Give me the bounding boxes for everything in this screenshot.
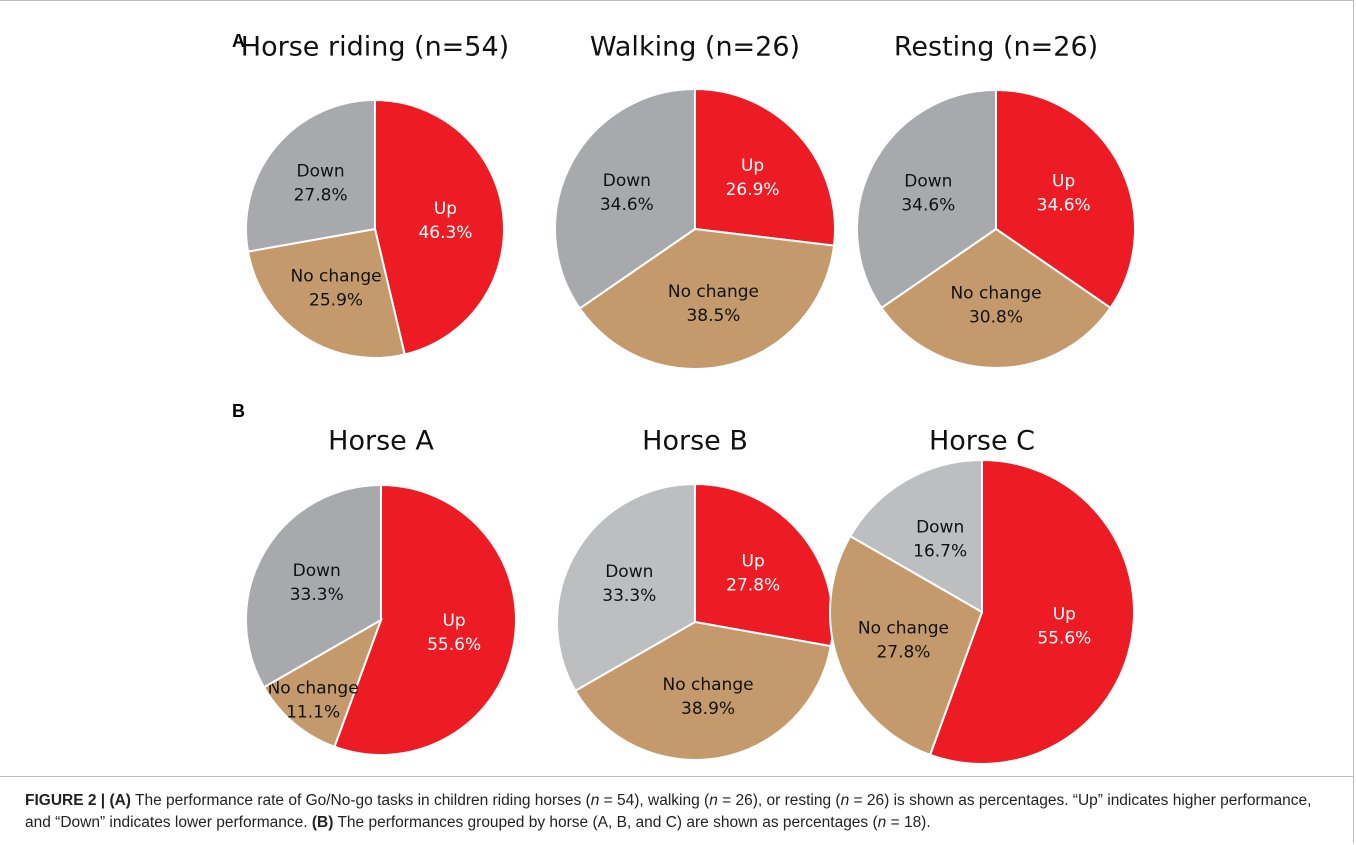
slice-category: Up (1053, 604, 1076, 624)
pie-slice (880, 227, 1112, 369)
pie-slice (694, 87, 836, 247)
pie-slice (995, 88, 1136, 310)
slice-category: Down (605, 562, 653, 582)
pie-slice (554, 87, 696, 310)
caption-text: n (840, 792, 850, 809)
caption-text: n (709, 792, 718, 809)
slice-category: Up (741, 156, 764, 176)
pie-slice (374, 98, 505, 356)
pie-slice (556, 482, 696, 693)
slice-category: No change (858, 619, 949, 639)
panel-label: B (232, 401, 245, 421)
slice-category: Up (1052, 171, 1075, 191)
slice-category: No change (290, 266, 381, 286)
slice-label: 25.9% (309, 290, 363, 310)
slice-category: No change (668, 282, 759, 302)
divider (0, 776, 1354, 777)
pie-slice (928, 458, 1135, 765)
slice-label: 26.9% (726, 180, 780, 200)
caption-text: = 54), walking ( (599, 792, 710, 809)
slice-category: Down (916, 518, 964, 538)
slice-label: 34.6% (600, 195, 654, 215)
slice-category: Up (742, 551, 765, 571)
slice-label: 38.5% (686, 306, 740, 326)
pie-slice (262, 617, 383, 749)
slice-label: 55.6% (427, 635, 481, 655)
caption-text: The performances grouped by horse (A, B,… (333, 814, 878, 831)
pie-slice (856, 88, 997, 310)
slice-label: 16.7% (913, 542, 967, 562)
caption-text: = 26), or resting ( (717, 792, 841, 809)
slice-label: 33.3% (290, 585, 344, 605)
slice-label: 46.3% (418, 223, 472, 243)
pie-slice (246, 227, 406, 359)
slice-label: 11.1% (286, 702, 340, 722)
chart-title: Resting (n=26) (894, 32, 1098, 63)
slice-category: Down (297, 161, 345, 181)
chart-title: Horse A (328, 426, 434, 457)
pie-slice (848, 458, 983, 614)
slice-category: Down (293, 561, 341, 581)
pie-slice (245, 483, 382, 689)
caption-text: n (877, 814, 887, 831)
caption-text: The performance rate of Go/No-go tasks i… (130, 792, 591, 809)
chart-title: Horse B (642, 426, 748, 457)
slice-category: No change (663, 675, 754, 695)
charts: A B Horse riding (n=54) Up 46.3% No change 25.… (232, 31, 1136, 765)
pie-slice (573, 620, 833, 762)
slice-label: 34.6% (901, 195, 955, 215)
slice-label: 27.8% (294, 185, 348, 205)
slice-category: Up (442, 611, 465, 631)
caption-text: FIGURE 2 | (25, 792, 110, 809)
pie-slice (245, 98, 376, 253)
chart-title: Horse riding (n=54) (241, 32, 509, 63)
slice-category: No change (268, 678, 359, 698)
caption: FIGURE 2 | (A) The performance rate of G… (25, 790, 1335, 834)
chart-title: Walking (n=26) (590, 32, 800, 63)
slice-label: 27.8% (876, 643, 930, 663)
slice-label: 55.6% (1037, 628, 1091, 648)
caption-text: = 26) is shown as percentages. “Up” indi… (25, 792, 1312, 831)
caption-text: (A) (109, 792, 131, 809)
slice-category: No change (950, 283, 1041, 303)
slice-label: 38.9% (681, 699, 735, 719)
pie-slice (333, 483, 517, 756)
slice-label: 33.3% (602, 586, 656, 606)
caption-text: (B) (311, 814, 334, 831)
slice-label: 34.6% (1037, 195, 1091, 215)
slice-category: Down (904, 171, 952, 191)
chart-title: Horse C (929, 426, 1035, 457)
slice-label: 30.8% (969, 307, 1023, 327)
pie-slice (578, 227, 836, 371)
caption-text: = 18). (886, 814, 931, 831)
slice-category: Down (603, 171, 651, 191)
slice-category: Up (434, 199, 457, 219)
slice-label: 27.8% (726, 575, 780, 595)
panel-label: A (232, 31, 245, 51)
caption-text: n (590, 792, 600, 809)
